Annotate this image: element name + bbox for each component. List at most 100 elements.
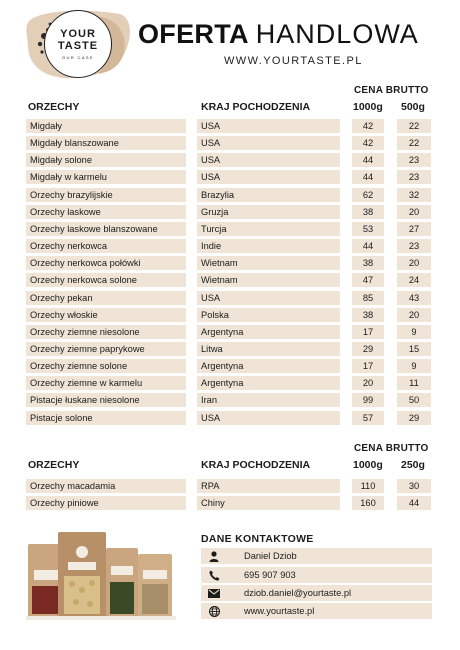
country-cell: Iran: [197, 393, 340, 408]
product-name-cell: Orzechy piniowe: [26, 496, 186, 511]
price-1000g-cell: 42: [352, 119, 384, 133]
table-row: Orzechy laskowe Gruzja 38 20: [0, 204, 460, 219]
page-title-bold: OFERTA: [138, 19, 249, 49]
table-row: Migdały blanszowane USA 42 22: [0, 136, 460, 151]
price-1000g-cell: 110: [352, 479, 384, 493]
col-name-header-1: ORZECHY: [28, 101, 80, 113]
country-cell: Brazylia: [197, 187, 340, 202]
country-cell: Argentyna: [197, 324, 340, 339]
price-small-cell: 43: [397, 290, 431, 305]
country-cell: Chiny: [197, 496, 340, 511]
product-name-cell: Orzechy włoskie: [26, 307, 186, 322]
product-name-cell: Migdały solone: [26, 153, 186, 168]
price-1000g-cell: 29: [352, 341, 384, 356]
price-1000g-cell: 62: [352, 187, 384, 202]
product-name-cell: Orzechy nerkowca solone: [26, 273, 186, 288]
table-row: Migdały solone USA 44 23: [0, 153, 460, 168]
country-cell: USA: [197, 136, 340, 151]
price-1000g-cell: 160: [352, 496, 384, 511]
price-header-2: CENA BRUTTO: [354, 443, 429, 454]
mail-icon: [203, 585, 225, 601]
price-small-cell: 20: [397, 307, 431, 322]
product-name-cell: Orzechy ziemne solone: [26, 359, 186, 374]
product-name-cell: Orzechy ziemne niesolone: [26, 324, 186, 339]
price-small-cell: 11: [397, 376, 431, 391]
page-title-light: HANDLOWA: [255, 19, 419, 49]
table-row: Orzechy brazylijskie Brazylia 62 32: [0, 187, 460, 202]
table-row: Orzechy ziemne w karmelu Argentyna 20 11: [0, 376, 460, 391]
contact-row-mail: dziob.daniel@yourtaste.pl: [201, 585, 432, 601]
website-header: WWW.YOURTASTE.PL: [224, 55, 363, 67]
price-small-cell: 24: [397, 273, 431, 288]
price-1000g-cell: 20: [352, 376, 384, 391]
logo-line3: OUR CASE: [61, 55, 95, 60]
col-p1-header-2: 1000g: [353, 459, 383, 471]
price-1000g-cell: 38: [352, 256, 384, 271]
col-country-header-1: KRAJ POCHODZENIA: [201, 101, 311, 113]
product-name-cell: Pistacje łuskane niesolone: [26, 393, 186, 408]
contact-website[interactable]: www.yourtaste.pl: [244, 606, 315, 616]
price-small-cell: 50: [397, 393, 431, 408]
price-small-cell: 9: [397, 324, 431, 339]
country-cell: RPA: [197, 479, 340, 493]
country-cell: Argentyna: [197, 359, 340, 374]
product-bags-image: [26, 532, 176, 620]
price-1000g-cell: 57: [352, 410, 384, 425]
price-small-cell: 27: [397, 221, 431, 236]
phone-icon: [203, 567, 225, 583]
globe-icon: [203, 603, 225, 619]
product-name-cell: Orzechy macadamia: [26, 479, 186, 493]
country-cell: USA: [197, 119, 340, 133]
country-cell: Turcja: [197, 221, 340, 236]
contact-row-phone: 695 907 903: [201, 567, 432, 583]
price-1000g-cell: 38: [352, 307, 384, 322]
col-p1-header-1: 1000g: [353, 101, 383, 113]
price-small-cell: 9: [397, 359, 431, 374]
price-1000g-cell: 53: [352, 221, 384, 236]
price-small-cell: 22: [397, 119, 431, 133]
price-1000g-cell: 17: [352, 359, 384, 374]
contact-phone[interactable]: 695 907 903: [244, 570, 296, 580]
col-p2-header-2: 250g: [401, 459, 425, 471]
table-row: Orzechy nerkowca solone Wietnam 47 24: [0, 273, 460, 288]
country-cell: Wietnam: [197, 256, 340, 271]
table-row: Orzechy nerkowca Indie 44 23: [0, 239, 460, 254]
price-1000g-cell: 38: [352, 204, 384, 219]
contact-name: Daniel Dziob: [244, 551, 297, 561]
contact-email[interactable]: dziob.daniel@yourtaste.pl: [244, 588, 352, 598]
table-row: Orzechy laskowe blanszowane Turcja 53 27: [0, 221, 460, 236]
contact-row-web: www.yourtaste.pl: [201, 603, 432, 619]
page-title: OFERTA HANDLOWA: [138, 19, 419, 50]
price-small-cell: 20: [397, 256, 431, 271]
table-row: Orzechy piniowe Chiny 160 44: [0, 496, 460, 511]
country-cell: USA: [197, 153, 340, 168]
price-small-cell: 29: [397, 410, 431, 425]
price-1000g-cell: 44: [352, 170, 384, 185]
product-name-cell: Orzechy nerkowca połówki: [26, 256, 186, 271]
country-cell: Argentyna: [197, 376, 340, 391]
country-cell: Wietnam: [197, 273, 340, 288]
price-small-cell: 30: [397, 479, 431, 493]
table-row: Orzechy ziemne solone Argentyna 17 9: [0, 359, 460, 374]
product-name-cell: Pistacje solone: [26, 410, 186, 425]
country-cell: USA: [197, 170, 340, 185]
col-name-header-2: ORZECHY: [28, 459, 80, 471]
product-name-cell: Orzechy laskowe: [26, 204, 186, 219]
product-name-cell: Orzechy laskowe blanszowane: [26, 221, 186, 236]
table-row: Orzechy macadamia RPA 110 30: [0, 479, 460, 493]
contact-title: DANE KONTAKTOWE: [201, 533, 314, 545]
contact-row-name: Daniel Dziob: [201, 548, 432, 564]
product-name-cell: Orzechy ziemne paprykowe: [26, 341, 186, 356]
price-small-cell: 20: [397, 204, 431, 219]
price-1000g-cell: 44: [352, 239, 384, 254]
logo: YOUR TASTE OUR CASE: [24, 6, 134, 82]
country-cell: USA: [197, 410, 340, 425]
product-name-cell: Migdały blanszowane: [26, 136, 186, 151]
col-p2-header-1: 500g: [401, 101, 425, 113]
price-1000g-cell: 44: [352, 153, 384, 168]
country-cell: USA: [197, 290, 340, 305]
country-cell: Polska: [197, 307, 340, 322]
price-small-cell: 23: [397, 153, 431, 168]
table-row: Orzechy włoskie Polska 38 20: [0, 307, 460, 322]
table-row: Orzechy nerkowca połówki Wietnam 38 20: [0, 256, 460, 271]
